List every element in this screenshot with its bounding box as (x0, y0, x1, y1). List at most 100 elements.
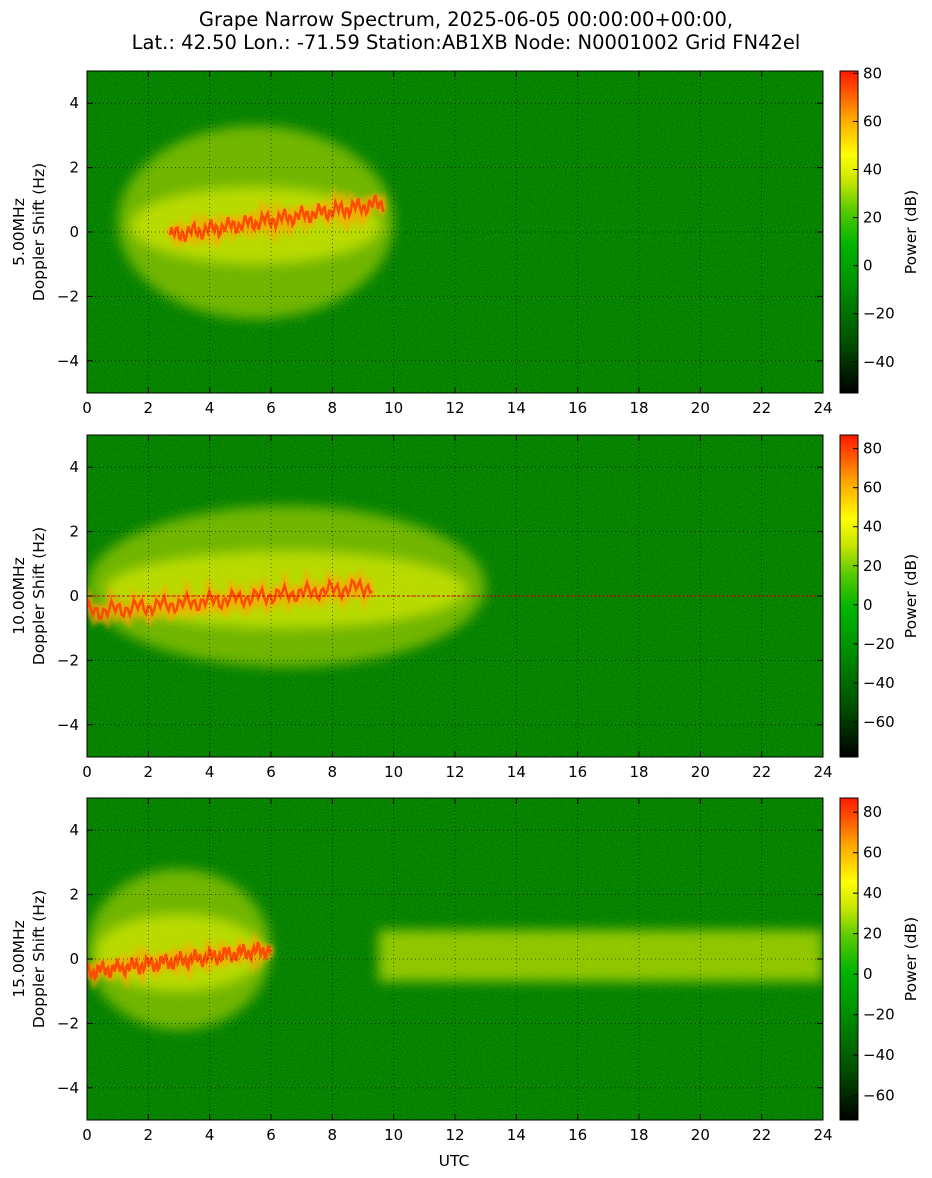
y-tick-label: −4 (57, 1079, 79, 1097)
y-axis-label: Doppler Shift (Hz) (30, 163, 48, 301)
x-tick-label: 20 (691, 399, 710, 417)
colorbar-tick-label: −20 (863, 305, 895, 323)
x-tick-label: 4 (205, 1126, 215, 1144)
x-tick-label: 18 (629, 399, 648, 417)
doppler-trace (87, 576, 373, 620)
x-tick-label: 18 (629, 763, 648, 781)
x-tick-label: 14 (507, 763, 526, 781)
colorbar-10.00MHz: 80 60 40 20 0 −20 −40 −60 Power (dB) (839, 434, 920, 758)
colorbar-tick-label: 60 (863, 844, 882, 862)
colorbar-tick-label: 40 (863, 518, 882, 536)
x-tick-label: 12 (445, 399, 464, 417)
second-signal-band (378, 930, 823, 982)
y-tick-label: 4 (69, 94, 79, 112)
x-tick-label: 10 (384, 763, 403, 781)
y-axis-label-frequency: 15.00MHz (10, 920, 28, 998)
colorbar-gradient (839, 70, 859, 394)
x-tick-label: 14 (507, 1126, 526, 1144)
colorbar-tick-label: −40 (863, 1046, 895, 1064)
colorbar-tick-label: −40 (863, 353, 895, 371)
x-tick-label: 16 (568, 1126, 587, 1144)
colorbar-label: Power (dB) (902, 917, 920, 1001)
x-tick-label: 16 (568, 399, 587, 417)
colorbar-tick-label: 40 (863, 884, 882, 902)
y-tick-label: 2 (69, 523, 79, 541)
y-tick-label: −4 (57, 716, 79, 734)
y-tick-label: 0 (69, 587, 79, 605)
x-tick-label: 0 (82, 1126, 92, 1144)
x-tick-label: 20 (691, 763, 710, 781)
y-tick-label: 0 (69, 950, 79, 968)
y-axis-label: Doppler Shift (Hz) (30, 527, 48, 665)
x-tick-label: 6 (266, 399, 276, 417)
x-tick-label: 2 (144, 763, 154, 781)
y-tick-label: 4 (69, 821, 79, 839)
x-tick-label: 4 (205, 763, 215, 781)
x-axis-label: UTC (439, 1152, 470, 1170)
x-tick-label: 20 (691, 1126, 710, 1144)
colorbar-tick-label: 0 (863, 257, 873, 275)
x-tick-label: 10 (384, 399, 403, 417)
x-tick-label: 4 (205, 399, 215, 417)
y-tick-label: 2 (69, 159, 79, 177)
colorbar-tick-label: 60 (863, 479, 882, 497)
colorbar-gradient (839, 797, 859, 1121)
colorbar-tick-label: 40 (863, 161, 882, 179)
colorbar-tick-label: 20 (863, 209, 882, 227)
colorbar-tick-label: 20 (863, 925, 882, 943)
x-tick-label: 12 (445, 1126, 464, 1144)
y-axis-label-frequency: 10.00MHz (10, 557, 28, 635)
y-tick-label: −2 (57, 651, 79, 669)
colorbar-tick-label: −60 (863, 1087, 895, 1105)
colorbar-tick-label: −40 (863, 674, 895, 692)
colorbar-tick-label: 0 (863, 965, 873, 983)
colorbar-tick-label: 20 (863, 557, 882, 575)
colorbar-tick-label: 80 (863, 64, 882, 82)
x-tick-label: 12 (445, 763, 464, 781)
y-tick-label: 4 (69, 458, 79, 476)
colorbar-5.00MHz: 80 60 40 20 0 −20 −40 Power (dB) (839, 64, 920, 394)
x-tick-label: 24 (813, 399, 832, 417)
y-tick-label: −4 (57, 352, 79, 370)
colorbar-tick-label: 80 (863, 803, 882, 821)
x-tick-label: 6 (266, 1126, 276, 1144)
x-tick-label: 2 (144, 1126, 154, 1144)
colorbar-tick-label: 0 (863, 596, 873, 614)
doppler-trace (168, 194, 385, 242)
x-tick-label: 22 (752, 763, 771, 781)
colorbar-gradient (839, 434, 859, 758)
colorbar-label: Power (dB) (902, 554, 920, 638)
colorbar-tick-label: −60 (863, 713, 895, 731)
colorbar-15.00MHz: 80 60 40 20 0 −20 −40 −60 Power (dB) (839, 797, 920, 1121)
y-axis-label-frequency: 5.00MHz (10, 198, 28, 266)
chart-title-line1: Grape Narrow Spectrum, 2025-06-05 00:00:… (199, 8, 733, 31)
y-tick-label: −2 (57, 287, 79, 305)
x-tick-label: 22 (752, 399, 771, 417)
colorbar-tick-label: −20 (863, 635, 895, 653)
x-tick-label: 8 (328, 399, 338, 417)
x-tick-label: 22 (752, 1126, 771, 1144)
x-tick-label: 8 (328, 763, 338, 781)
x-tick-label: 24 (813, 763, 832, 781)
colorbar-tick-label: −20 (863, 1006, 895, 1024)
x-tick-label: 0 (82, 399, 92, 417)
y-tick-label: 0 (69, 223, 79, 241)
colorbar-label: Power (dB) (902, 190, 920, 274)
x-tick-label: 10 (384, 1126, 403, 1144)
colorbar-tick-label: 80 (863, 440, 882, 458)
x-tick-label: 8 (328, 1126, 338, 1144)
y-tick-label: −2 (57, 1014, 79, 1032)
x-tick-label: 0 (82, 763, 92, 781)
y-tick-label: 2 (69, 886, 79, 904)
x-tick-label: 6 (266, 763, 276, 781)
x-tick-label: 18 (629, 1126, 648, 1144)
y-axis-label: Doppler Shift (Hz) (30, 890, 48, 1028)
x-tick-label: 24 (813, 1126, 832, 1144)
colorbar-tick-label: 60 (863, 112, 882, 130)
chart-title-line2: Lat.: 42.50 Lon.: -71.59 Station:AB1XB N… (132, 31, 801, 54)
x-tick-label: 16 (568, 763, 587, 781)
